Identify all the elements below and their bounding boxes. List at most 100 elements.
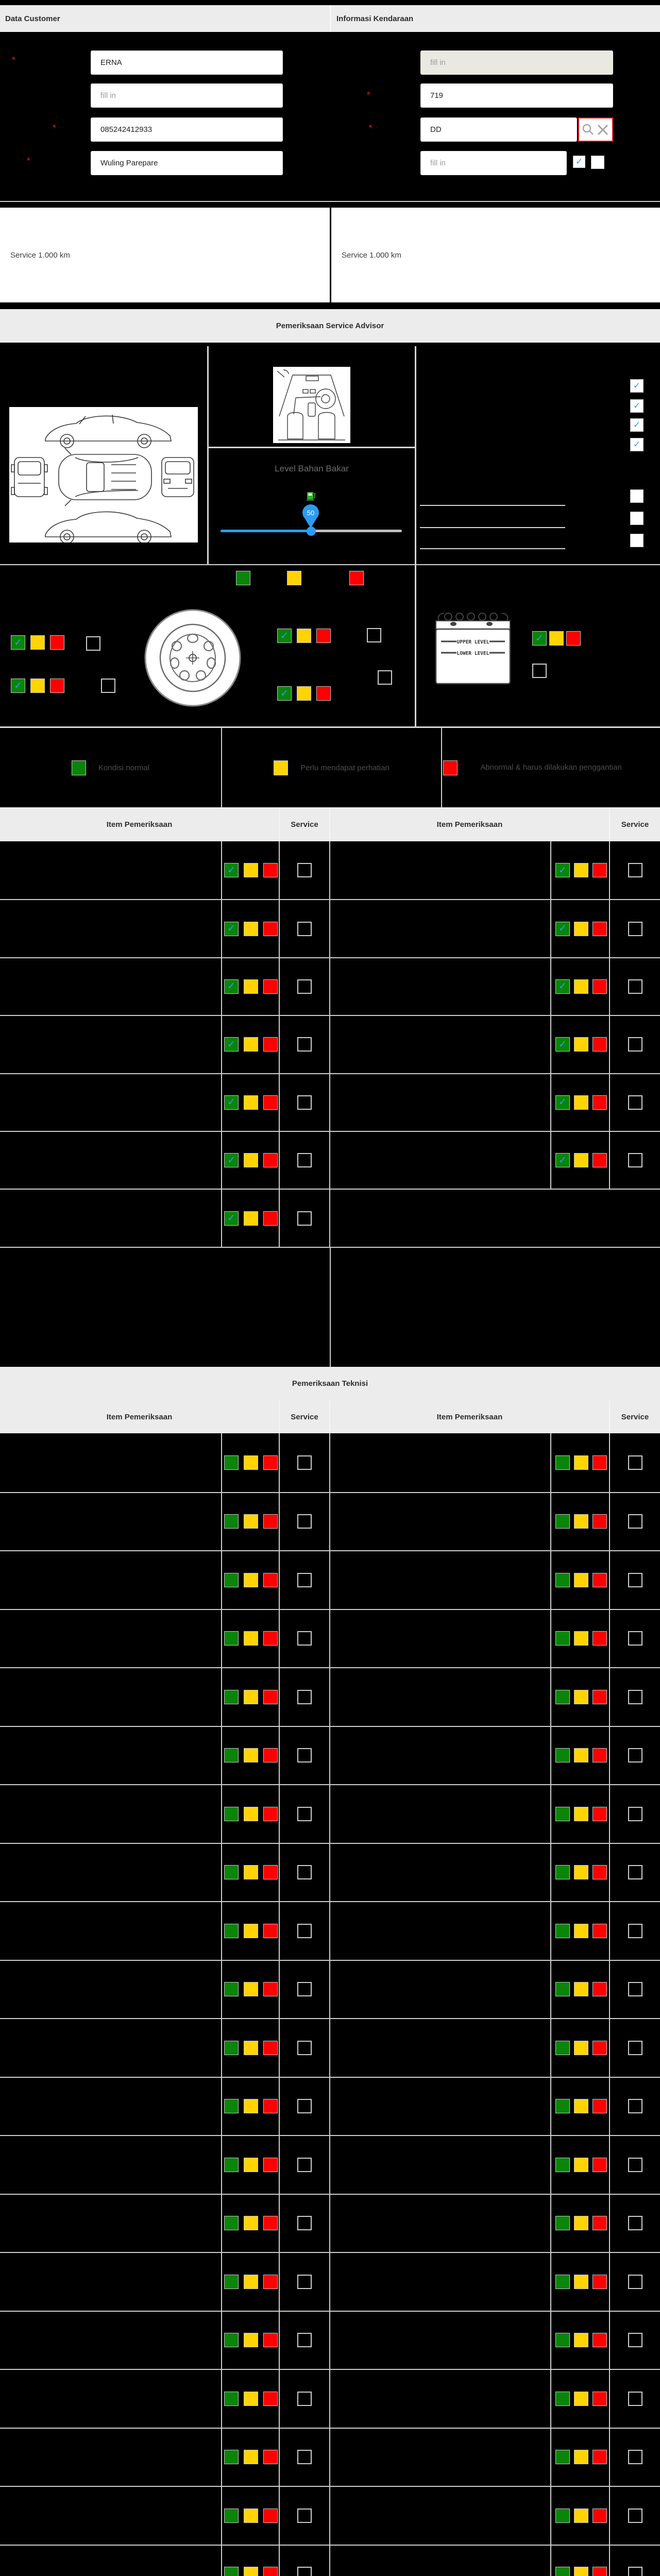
status-red-box[interactable] [263, 863, 278, 878]
status-green-box[interactable]: ✓ [277, 686, 292, 701]
status-yellow-box[interactable] [297, 686, 311, 701]
status-red-box[interactable] [263, 1153, 278, 1168]
status-yellow-box[interactable] [30, 635, 45, 650]
service-checkbox[interactable] [628, 2157, 642, 2172]
status-green-box[interactable] [224, 1572, 239, 1587]
status-yellow-box[interactable] [30, 679, 45, 693]
status-yellow-box[interactable] [244, 1631, 258, 1646]
vehicle-number-input[interactable] [420, 83, 613, 108]
status-red-box[interactable] [593, 2508, 607, 2523]
service-checkbox[interactable] [628, 1689, 642, 1704]
service-checkbox[interactable] [297, 2333, 312, 2348]
status-yellow-box[interactable] [244, 1923, 258, 1938]
status-green-box[interactable]: ✓ [532, 631, 547, 646]
service-checkbox[interactable] [297, 2274, 312, 2289]
status-red-box[interactable] [593, 2450, 607, 2465]
service-checkbox[interactable] [628, 1865, 642, 1880]
status-green-box[interactable] [555, 1923, 570, 1938]
clear-icon[interactable] [596, 123, 610, 137]
status-green-box[interactable]: ✓ [555, 1153, 570, 1168]
status-yellow-box[interactable] [244, 863, 258, 878]
status-green-box[interactable] [555, 1748, 570, 1763]
status-yellow-box[interactable] [574, 2274, 588, 2289]
status-green-box[interactable]: ✓ [11, 679, 25, 693]
status-red-box[interactable] [316, 686, 331, 701]
status-green-box[interactable] [224, 2099, 239, 2114]
status-red-box[interactable] [593, 1153, 607, 1168]
status-red-box[interactable] [593, 2333, 607, 2348]
advisor-checkbox-checked[interactable]: ✓ [630, 399, 644, 413]
service-checkbox[interactable] [532, 664, 547, 678]
status-yellow-box[interactable] [244, 1095, 258, 1110]
status-yellow-box[interactable] [244, 1037, 258, 1052]
status-green-box[interactable] [555, 2099, 570, 2114]
status-red-box[interactable] [593, 1923, 607, 1938]
status-green-box[interactable] [555, 1689, 570, 1704]
status-yellow-box[interactable] [574, 2099, 588, 2114]
status-yellow-box[interactable] [574, 1037, 588, 1052]
service-checkbox[interactable] [297, 1865, 312, 1880]
service-checkbox[interactable] [297, 1806, 312, 1821]
status-yellow-box[interactable] [574, 921, 588, 936]
status-red-box[interactable] [263, 2508, 278, 2523]
service-checkbox[interactable] [628, 863, 642, 878]
status-red-box[interactable] [263, 1806, 278, 1821]
status-yellow-box[interactable] [574, 1689, 588, 1704]
status-yellow-box[interactable] [244, 1806, 258, 1821]
status-yellow-box[interactable] [574, 1455, 588, 1470]
service-checkbox[interactable] [628, 2216, 642, 2231]
status-red-box[interactable] [593, 1748, 607, 1763]
slider-value-pin-icon[interactable]: 50 [302, 504, 320, 529]
status-green-box[interactable] [224, 2040, 239, 2055]
status-yellow-box[interactable] [574, 2157, 588, 2172]
status-green-box[interactable] [555, 2391, 570, 2406]
service-checkbox[interactable] [367, 628, 381, 642]
service-checkbox[interactable] [628, 1806, 642, 1821]
status-red-box[interactable] [349, 571, 364, 585]
status-yellow-box[interactable] [574, 2040, 588, 2055]
service-checkbox[interactable] [628, 1923, 642, 1938]
status-yellow-box[interactable] [574, 1982, 588, 1997]
status-red-box[interactable] [263, 1748, 278, 1763]
status-red-box[interactable] [593, 2567, 607, 2576]
status-yellow-box[interactable] [244, 2157, 258, 2172]
status-yellow-box[interactable] [244, 2099, 258, 2114]
status-red-box[interactable] [263, 2040, 278, 2055]
status-green-box[interactable] [555, 1982, 570, 1997]
service-checkbox[interactable] [628, 2040, 642, 2055]
plate-lookup-box[interactable] [578, 117, 613, 142]
status-red-box[interactable] [263, 2099, 278, 2114]
status-yellow-box[interactable] [574, 1514, 588, 1529]
status-red-box[interactable] [593, 1631, 607, 1646]
vehicle-plate-code-input[interactable] [420, 117, 577, 142]
status-yellow-box[interactable] [574, 1572, 588, 1587]
service-checkbox[interactable] [628, 2567, 642, 2576]
service-checkbox[interactable] [297, 1211, 312, 1226]
status-yellow-box[interactable] [297, 629, 311, 643]
status-red-box[interactable] [263, 1514, 278, 1529]
status-yellow-box[interactable] [574, 2567, 588, 2576]
service-checkbox[interactable] [628, 2508, 642, 2523]
status-yellow-box[interactable] [244, 2450, 258, 2465]
vehicle-checkbox-checked[interactable]: ✓ [573, 156, 585, 168]
status-yellow-box[interactable] [574, 2216, 588, 2231]
service-checkbox[interactable] [297, 1982, 312, 1997]
status-yellow-box[interactable] [244, 1865, 258, 1880]
advisor-checkbox-checked[interactable]: ✓ [630, 379, 644, 393]
status-green-box[interactable] [555, 1572, 570, 1587]
status-red-box[interactable] [593, 1806, 607, 1821]
status-green-box[interactable] [224, 2567, 239, 2576]
status-yellow-box[interactable] [244, 2508, 258, 2523]
status-red-box[interactable] [263, 1095, 278, 1110]
status-red-box[interactable] [593, 1514, 607, 1529]
service-checkbox[interactable] [628, 1153, 642, 1168]
fuel-slider-handle[interactable] [307, 527, 316, 536]
status-green-box[interactable] [555, 2040, 570, 2055]
service-checkbox[interactable] [297, 2216, 312, 2231]
status-red-box[interactable] [593, 1095, 607, 1110]
status-red-box[interactable] [263, 1631, 278, 1646]
status-green-box[interactable] [224, 2333, 239, 2348]
status-red-box[interactable] [263, 1865, 278, 1880]
status-yellow-box[interactable] [244, 1153, 258, 1168]
status-red-box[interactable] [593, 2099, 607, 2114]
